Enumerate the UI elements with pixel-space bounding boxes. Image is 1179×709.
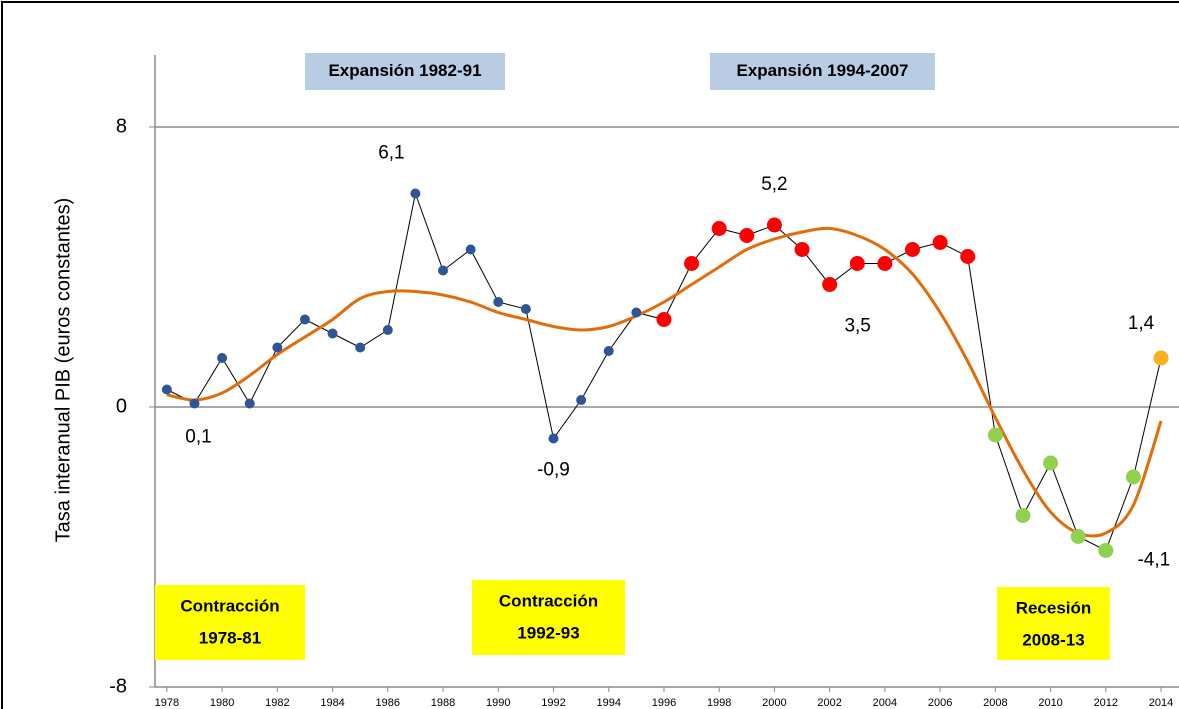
data-point — [849, 256, 865, 271]
annotation-text: Expansión 1994-2007 — [737, 61, 909, 80]
data-label: -0,9 — [537, 460, 570, 481]
data-point — [739, 228, 755, 243]
data-point — [438, 265, 449, 276]
annotation-box — [472, 580, 625, 655]
x-tick-label: 2002 — [817, 697, 841, 709]
data-point — [576, 395, 587, 405]
x-tick-label: 1990 — [486, 697, 510, 709]
data-point — [877, 256, 893, 271]
data-label: 6,1 — [378, 143, 404, 164]
x-tick-label: 1998 — [707, 697, 731, 709]
data-point — [1153, 350, 1169, 366]
data-point — [766, 217, 782, 233]
x-tick-label: 1986 — [376, 697, 400, 709]
data-point — [217, 353, 228, 363]
data-point — [603, 346, 614, 356]
x-tick-label: 2012 — [1094, 697, 1118, 709]
data-point — [656, 312, 672, 327]
data-point — [1098, 543, 1114, 558]
data-point — [987, 427, 1003, 443]
data-point — [382, 325, 393, 335]
data-point — [794, 242, 810, 257]
data-point — [327, 328, 338, 339]
data-point — [161, 384, 172, 395]
annotation-box — [305, 53, 505, 90]
data-point — [905, 242, 921, 257]
annotation-text: 1978-81 — [199, 628, 261, 647]
x-tick-label: 1982 — [265, 697, 289, 709]
data-point — [410, 188, 421, 199]
x-tick-label: 2000 — [762, 697, 786, 709]
data-point — [684, 256, 700, 271]
data-point — [548, 433, 559, 444]
x-tick-label: 1996 — [652, 697, 676, 709]
y-tick-label: 0 — [116, 395, 127, 417]
data-point — [272, 342, 283, 353]
data-point — [520, 304, 531, 314]
data-label: 1,4 — [1128, 313, 1155, 334]
x-tick-label: 2006 — [928, 697, 952, 709]
x-tick-label: 1992 — [541, 697, 565, 709]
annotation-box — [997, 587, 1110, 660]
annotation-text: Recesión — [1016, 598, 1092, 617]
data-point — [822, 277, 838, 292]
data-point — [1125, 469, 1141, 485]
annotation-box — [155, 585, 305, 660]
annotation-box — [710, 53, 935, 90]
data-point — [631, 307, 642, 318]
data-point — [932, 235, 948, 250]
data-point — [1070, 529, 1086, 544]
x-tick-label: 2008 — [983, 697, 1007, 709]
x-tick-label: 1984 — [320, 697, 344, 709]
y-tick-label: -8 — [109, 675, 127, 697]
y-tick-label: 8 — [116, 115, 127, 137]
data-point — [493, 297, 504, 307]
x-tick-label: 1980 — [210, 697, 234, 709]
data-label: 5,2 — [761, 174, 787, 195]
x-tick-label: 2004 — [873, 697, 897, 709]
data-point — [711, 221, 727, 236]
trend-line — [166, 226, 1163, 538]
annotation-text: Expansión 1982-91 — [328, 61, 481, 80]
data-label: 0,1 — [185, 427, 211, 448]
data-point — [189, 398, 200, 409]
data-point — [960, 249, 976, 264]
data-point — [465, 244, 476, 255]
x-tick-label: 1994 — [596, 697, 620, 709]
x-tick-label: 2014 — [1149, 697, 1173, 709]
data-label: 3,5 — [844, 316, 870, 337]
data-label: -4,1 — [1137, 550, 1170, 571]
data-point — [244, 398, 255, 409]
x-tick-label: 2010 — [1038, 697, 1062, 709]
data-point — [299, 314, 310, 325]
x-tick-label: 1988 — [431, 697, 455, 709]
x-tick-label: 1978 — [155, 697, 179, 709]
annotation-text: Contracción — [180, 596, 279, 615]
annotation-text: 2008-13 — [1022, 630, 1084, 649]
data-point — [1043, 455, 1059, 471]
annotation-text: 1992-93 — [517, 623, 579, 642]
y-axis-label: Tasa interanual PIB (euros constantes) — [52, 198, 74, 543]
annotation-text: Contracción — [499, 591, 598, 610]
data-point — [355, 342, 366, 353]
data-point — [1015, 508, 1031, 523]
